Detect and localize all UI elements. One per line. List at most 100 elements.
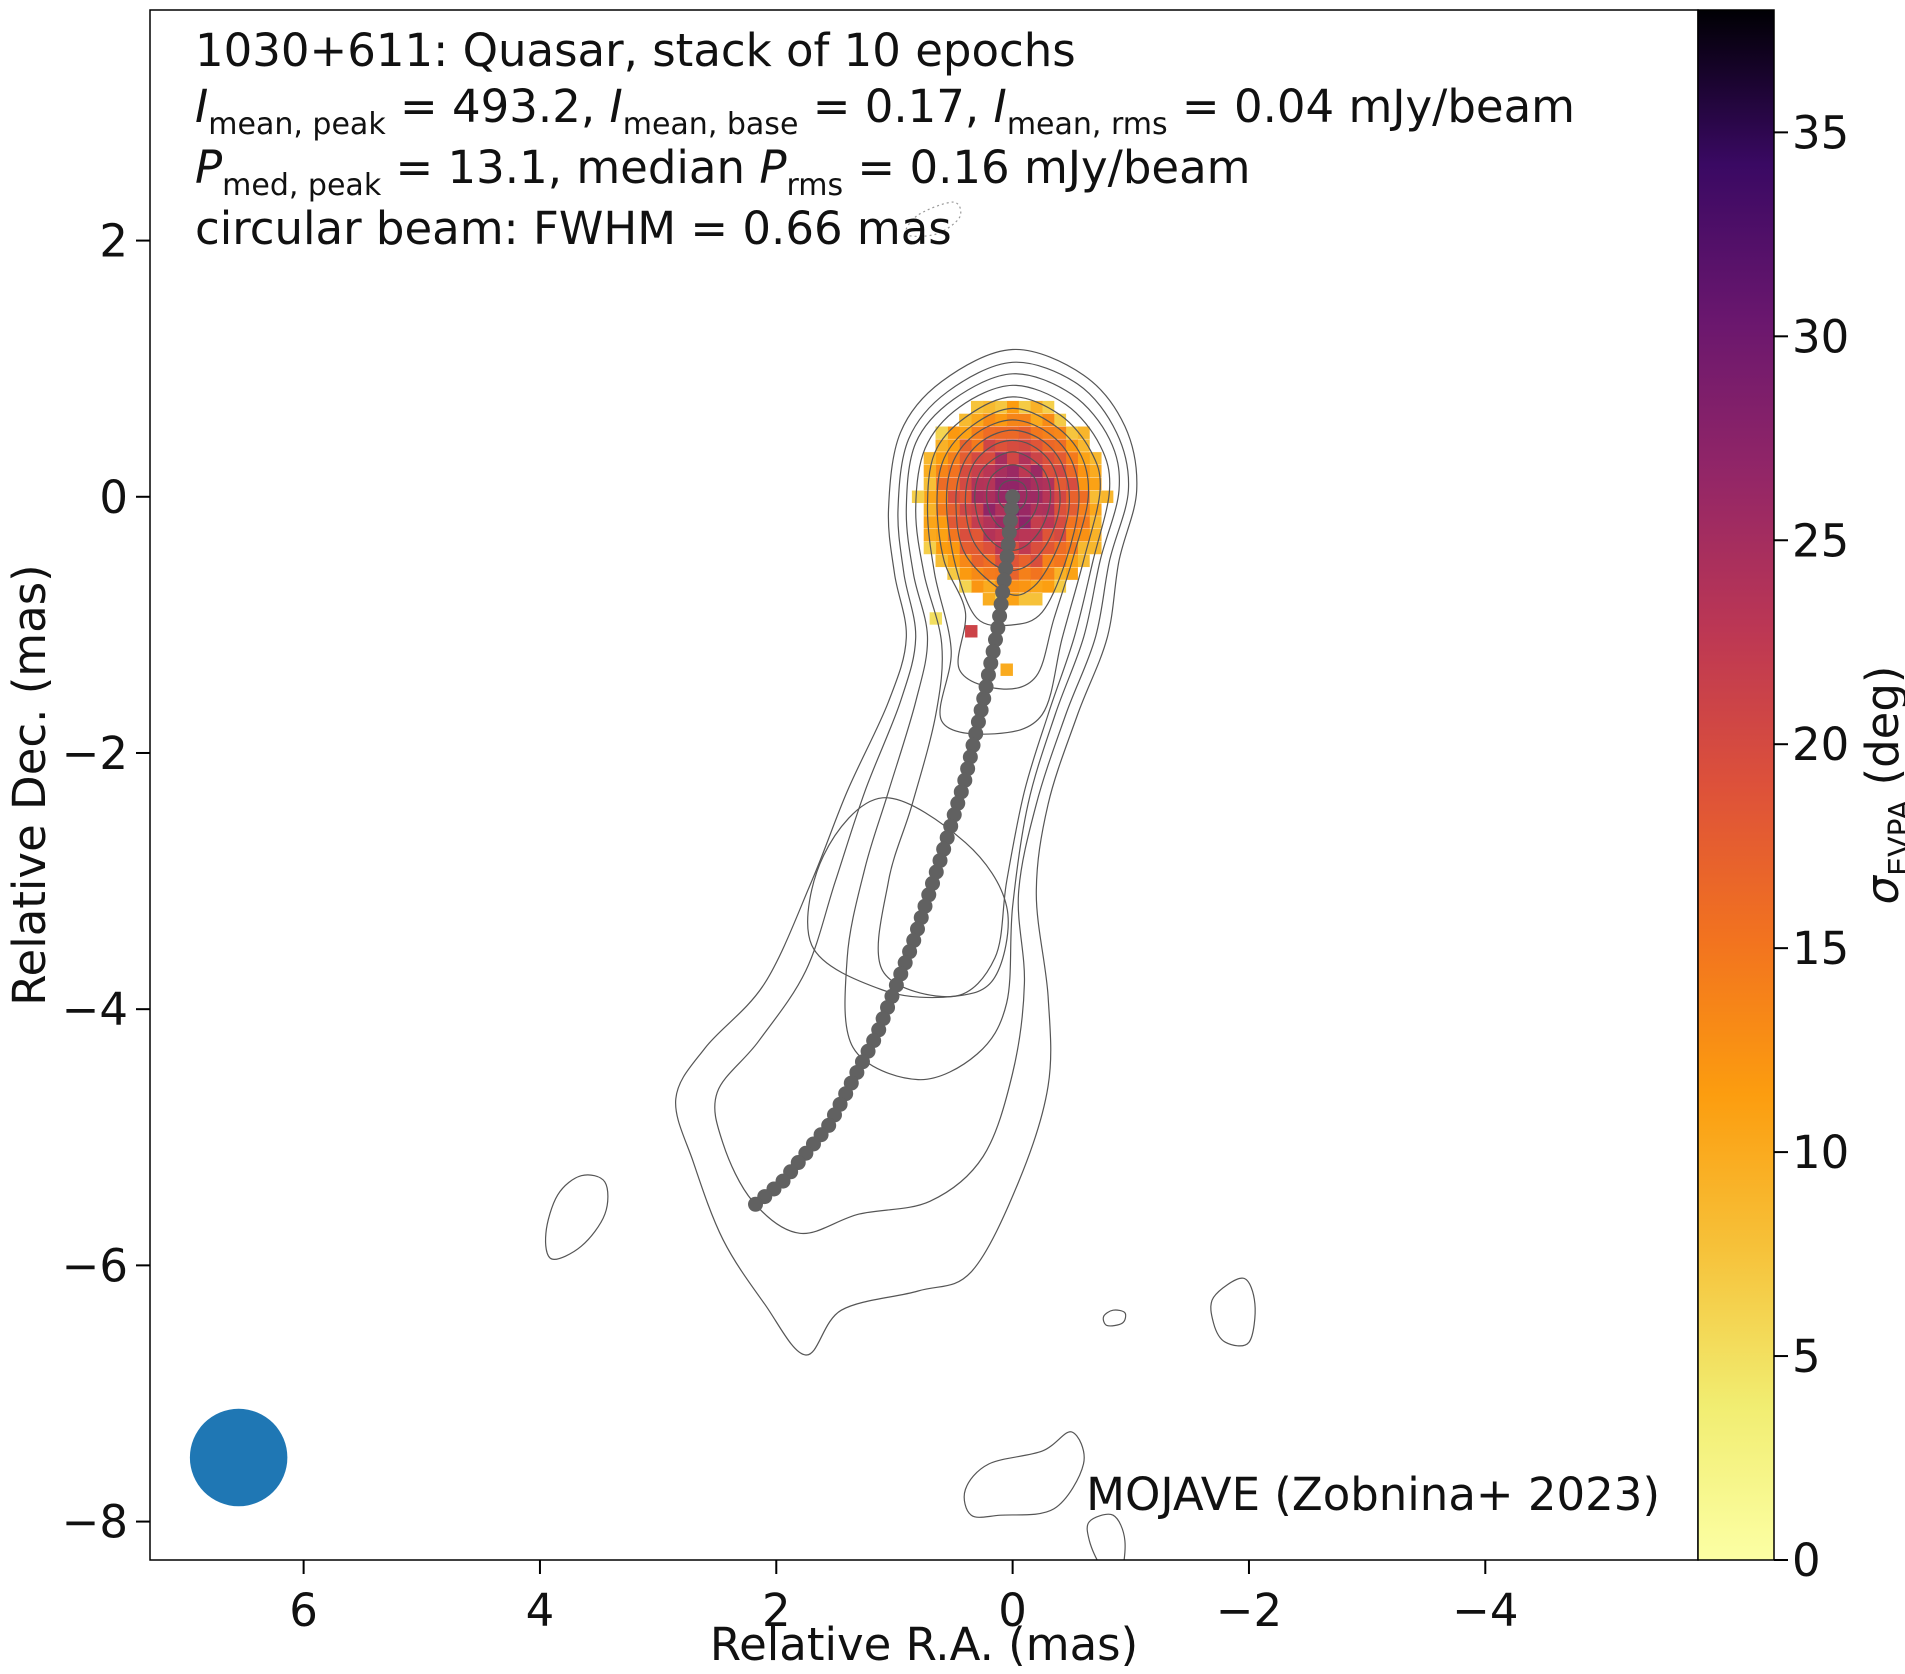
evpa-pixel	[935, 490, 948, 503]
evpa-pixel	[1041, 580, 1055, 593]
evpa-pixel	[982, 490, 996, 503]
y-tick-label: −6	[62, 1239, 128, 1292]
evpa-pixel	[1041, 554, 1055, 568]
evpa-pixel	[1030, 413, 1043, 427]
contour-line	[714, 361, 1130, 1234]
ridge-point	[943, 818, 959, 834]
evpa-pixel	[923, 477, 937, 491]
evpa-pixel	[1041, 567, 1055, 580]
ridge-point	[1005, 489, 1021, 505]
colorbar-tick-label: 25	[1792, 514, 1849, 567]
evpa-pixel	[994, 426, 1008, 439]
ridge-point	[968, 726, 984, 742]
chart-title: 1030+611: Quasar, stack of 10 epochs	[195, 24, 1076, 77]
ridge-point	[1004, 501, 1020, 517]
colorbar-label: σEVPA (deg)	[1856, 666, 1905, 905]
evpa-pixel	[959, 528, 972, 542]
evpa-pixel	[935, 503, 948, 516]
ridge-point	[913, 910, 929, 926]
evpa-pixel	[1006, 439, 1019, 452]
contour-line	[844, 373, 1120, 1081]
evpa-pixel	[994, 413, 1008, 427]
evpa-pixel	[994, 439, 1008, 452]
evpa-pixel	[947, 439, 960, 452]
evpa-pixel	[994, 464, 1008, 478]
evpa-pixel	[1077, 490, 1090, 503]
contour-line	[1102, 1309, 1127, 1327]
evpa-pixel	[1006, 464, 1019, 478]
evpa-pixel	[1089, 516, 1102, 529]
evpa-pixel	[982, 477, 996, 491]
evpa-pixel	[1018, 452, 1031, 465]
evpa-pixel	[1053, 477, 1067, 491]
evpa-pixel	[911, 490, 925, 503]
ridge-point	[960, 761, 976, 777]
colorbar-tick-label: 10	[1792, 1126, 1849, 1179]
evpa-pixel	[1030, 580, 1043, 593]
evpa-pixel	[970, 580, 984, 593]
evpa-pixel	[923, 452, 937, 465]
evpa-pixel	[1065, 426, 1078, 439]
y-tick-label: 2	[99, 215, 128, 268]
contour-line	[963, 1431, 1085, 1518]
intensity-contours	[544, 201, 1256, 1560]
evpa-pixel	[1089, 503, 1102, 516]
evpa-pixel	[1065, 503, 1078, 516]
jet-ridge-line	[748, 489, 1021, 1212]
ridge-point	[939, 830, 955, 846]
evpa-pixel	[1000, 663, 1013, 676]
evpa-pixel	[982, 400, 996, 414]
evpa-pixel	[935, 439, 948, 452]
evpa-pixel	[1053, 439, 1067, 452]
evpa-pixel	[970, 554, 984, 568]
evpa-pixel	[1053, 426, 1067, 439]
info-line-intensity: Imean, peak = 493.2, Imean, base = 0.17,…	[195, 80, 1575, 142]
contour-line	[675, 348, 1138, 1356]
evpa-pixel	[959, 477, 972, 491]
evpa-pixel	[929, 612, 943, 625]
evpa-pixel	[935, 464, 948, 478]
evpa-pixel	[923, 528, 937, 542]
evpa-pixel	[970, 400, 984, 414]
ridge-point	[983, 655, 999, 671]
ridge-point	[996, 572, 1012, 588]
ridge-point	[909, 921, 925, 937]
evpa-pixel	[982, 516, 996, 529]
evpa-pixel	[959, 554, 972, 568]
evpa-pixel	[935, 528, 948, 542]
ridge-point	[950, 795, 966, 811]
evpa-pixel	[1018, 464, 1031, 478]
beam-info: circular beam: FWHM = 0.66 mas	[195, 202, 952, 255]
colorbar-tick-label: 30	[1792, 310, 1849, 363]
evpa-pixel	[1006, 452, 1019, 465]
evpa-pixel	[1018, 400, 1031, 414]
evpa-pixel	[970, 503, 984, 516]
evpa-pixel	[1065, 452, 1078, 465]
colorbar-tick-label: 5	[1792, 1330, 1821, 1383]
evpa-pixel	[1018, 439, 1031, 452]
contour-line	[936, 407, 1090, 690]
beam-marker	[189, 1408, 288, 1507]
evpa-pixel	[994, 452, 1008, 465]
evpa-pixel	[1077, 439, 1090, 452]
y-tick-label: 0	[99, 471, 128, 524]
evpa-pixel	[1006, 593, 1019, 606]
evpa-pixel	[947, 490, 960, 503]
evpa-pixel	[965, 625, 978, 638]
ridge-point	[957, 772, 973, 788]
evpa-pixel	[970, 464, 984, 478]
evpa-pixel	[935, 516, 948, 529]
ridge-point	[1002, 513, 1018, 529]
ridge-point	[928, 864, 944, 880]
contour-line	[955, 429, 1071, 596]
ridge-point	[932, 853, 948, 869]
contour-line	[807, 797, 1009, 999]
contour-line	[964, 439, 1061, 572]
ridge-point	[973, 702, 989, 718]
evpa-pixel	[982, 567, 996, 580]
evpa-pixel	[1041, 541, 1055, 555]
contour-line	[926, 396, 1101, 735]
evpa-pixel	[982, 439, 996, 452]
contour-line	[544, 1174, 609, 1260]
